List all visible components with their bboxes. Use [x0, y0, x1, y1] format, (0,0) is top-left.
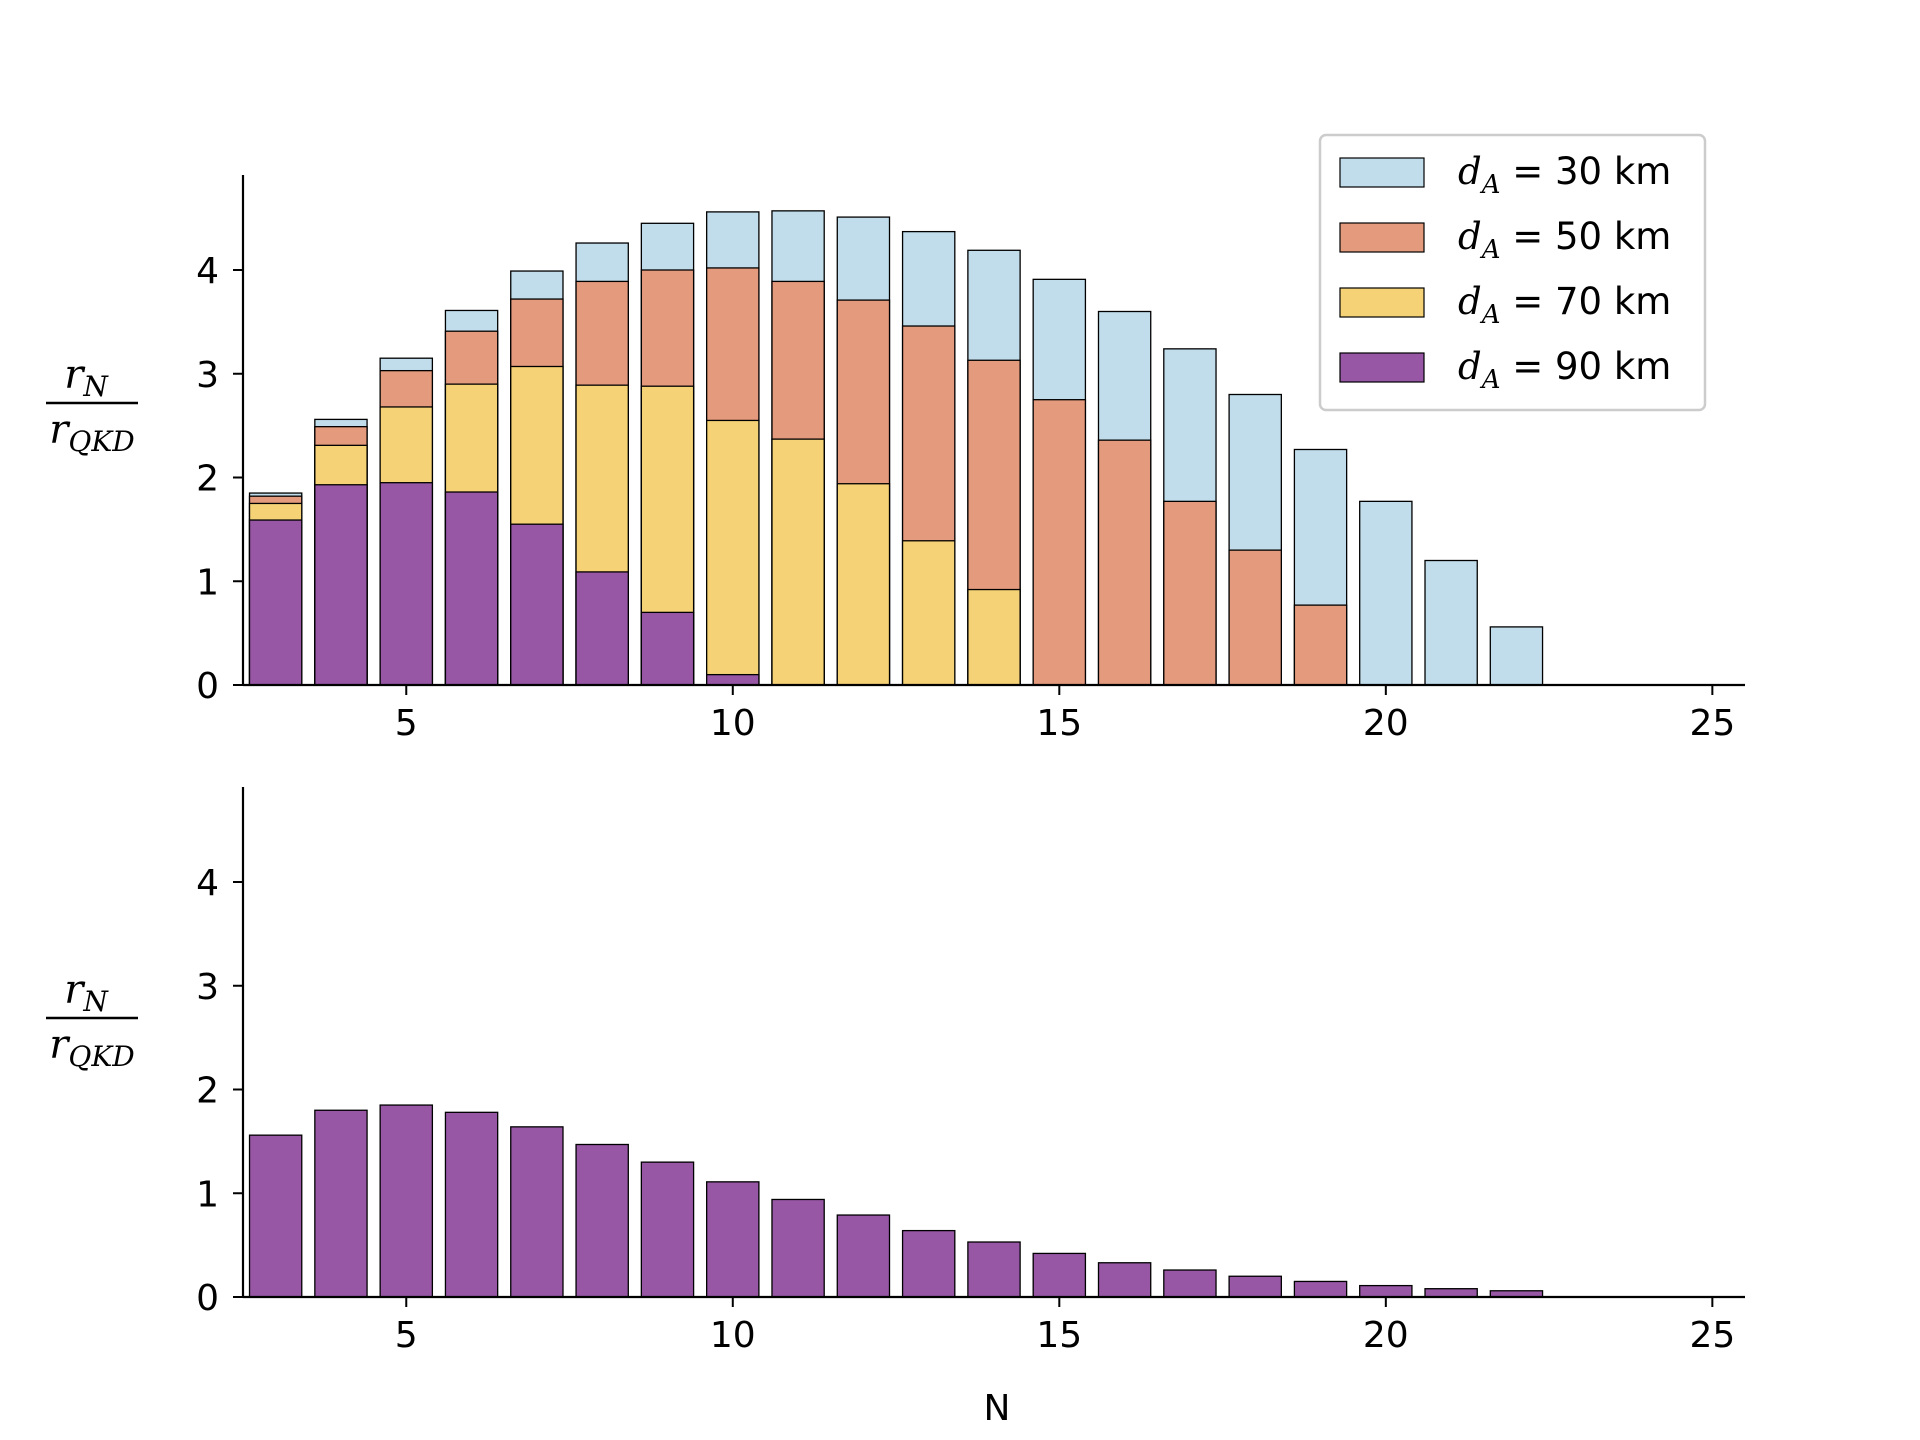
bar-top-s3-n4: [314, 484, 368, 686]
top-ylabel-numerator-sub: N: [82, 370, 109, 403]
bar-bottom-s0-n19: [1293, 1280, 1348, 1298]
bar-bottom-s0-n12: [836, 1214, 891, 1298]
svg-text:rN: rN: [64, 352, 109, 403]
x-tick-label-15: 15: [1036, 703, 1082, 744]
bar-top-s3-n6: [444, 491, 499, 686]
legend-swatch-90km: [1339, 352, 1425, 383]
x-tick-label-5: 5: [395, 1315, 418, 1356]
bar-bottom-s0-n7: [510, 1126, 564, 1298]
bar-top-s1-n17: [1163, 500, 1217, 686]
y-tick-label-0: 0: [196, 666, 219, 707]
bar-bottom-s0-n21: [1424, 1288, 1478, 1298]
bar-top-s2-n13: [901, 540, 956, 686]
bottom-axes: 5 10 15 20 25 0 1 2 3 4: [196, 787, 1745, 1356]
bar-top-s2-n11: [771, 438, 825, 686]
x-tick-label-10: 10: [710, 1315, 756, 1356]
legend-label-50km: dA = 50 km: [1458, 215, 1671, 265]
bar-top-s0-n21: [1424, 559, 1478, 686]
bar-top-s0-n22: [1489, 626, 1544, 686]
bar-top-s1-n18: [1228, 549, 1282, 686]
bar-bottom-s0-n3: [248, 1134, 303, 1298]
bar-top-s1-n19: [1293, 604, 1348, 686]
y-tick-label-3: 3: [196, 355, 219, 396]
top-axes: 5 10 15 20 25 0 1 2 3 4: [196, 175, 1745, 744]
top-y-axis-label: rN rQKD: [46, 352, 138, 458]
bar-bottom-s0-n10: [706, 1181, 760, 1298]
bar-top-s2-n10: [706, 419, 760, 686]
top-ylabel-denominator: r: [49, 407, 71, 453]
bar-top-s3-n10: [706, 673, 760, 686]
y-tick-label-2: 2: [196, 1071, 219, 1112]
bar-bottom-s0-n5: [379, 1104, 434, 1298]
bottom-y-axis-label: rN rQKD: [46, 967, 138, 1073]
y-tick-label-2: 2: [196, 459, 219, 500]
bar-top-s2-n12: [836, 483, 891, 686]
bar-bottom-s0-n8: [575, 1143, 629, 1298]
legend-label-90km: dA = 90 km: [1458, 345, 1671, 395]
bottom-ylabel-numerator-sub: N: [82, 985, 109, 1018]
x-tick-label-20: 20: [1363, 703, 1409, 744]
y-tick-label-4: 4: [196, 251, 219, 292]
bottom-bars: [248, 1104, 1544, 1298]
bottom-ylabel-denominator-sub: QKD: [68, 1040, 134, 1073]
legend-frame: [1318, 133, 1707, 412]
legend-swatch-70km: [1339, 287, 1425, 318]
legend-label-30km: dA = 30 km: [1458, 150, 1671, 200]
legend-label-70km: dA = 70 km: [1458, 280, 1671, 330]
y-tick-label-3: 3: [196, 967, 219, 1008]
top-bars: [248, 210, 1544, 686]
x-tick-label-5: 5: [395, 703, 418, 744]
bar-bottom-s0-n9: [640, 1161, 695, 1298]
bar-bottom-s0-n16: [1097, 1262, 1152, 1298]
top-ylabel-numerator: r: [64, 352, 86, 398]
bar-bottom-s0-n20: [1359, 1284, 1413, 1298]
bar-top-s2-n14: [967, 588, 1021, 686]
bar-bottom-s0-n6: [444, 1111, 499, 1298]
svg-text:rQKD: rQKD: [49, 407, 134, 458]
legend-swatch-30km: [1339, 157, 1425, 188]
bar-bottom-s0-n14: [967, 1241, 1021, 1298]
top-ylabel-denominator-sub: QKD: [68, 425, 134, 458]
bar-bottom-s0-n13: [901, 1229, 956, 1298]
legend-swatch-50km: [1339, 222, 1425, 253]
y-tick-label-1: 1: [196, 1174, 219, 1215]
bar-top-s3-n7: [510, 523, 564, 686]
x-axis-label: N: [984, 1388, 1011, 1429]
bottom-ylabel-numerator: r: [64, 967, 86, 1013]
legend: dA = 30 km dA = 50 km dA = 70 km dA = 90…: [1318, 133, 1707, 412]
x-tick-label-25: 25: [1689, 703, 1735, 744]
bar-bottom-s0-n11: [771, 1198, 825, 1298]
bar-bottom-s0-n4: [314, 1109, 368, 1298]
bar-top-s1-n16: [1097, 439, 1152, 686]
bar-top-s3-n9: [640, 611, 695, 686]
bar-top-s3-n8: [575, 571, 629, 686]
svg-text:rN: rN: [64, 967, 109, 1018]
bar-top-s1-n15: [1032, 399, 1087, 686]
x-tick-label-15: 15: [1036, 1315, 1082, 1356]
bar-top-s0-n20: [1359, 500, 1413, 686]
bar-top-s3-n5: [379, 482, 434, 686]
bar-bottom-s0-n17: [1163, 1269, 1217, 1298]
bar-top-s3-n3: [248, 519, 303, 686]
x-tick-label-25: 25: [1689, 1315, 1735, 1356]
bar-bottom-s0-n18: [1228, 1275, 1282, 1298]
x-tick-label-10: 10: [710, 703, 756, 744]
bar-bottom-s0-n15: [1032, 1252, 1087, 1298]
bottom-ylabel-denominator: r: [49, 1022, 71, 1068]
y-tick-label-0: 0: [196, 1278, 219, 1319]
y-tick-label-1: 1: [196, 562, 219, 603]
y-tick-label-4: 4: [196, 863, 219, 904]
x-tick-label-20: 20: [1363, 1315, 1409, 1356]
svg-text:rQKD: rQKD: [49, 1022, 134, 1073]
